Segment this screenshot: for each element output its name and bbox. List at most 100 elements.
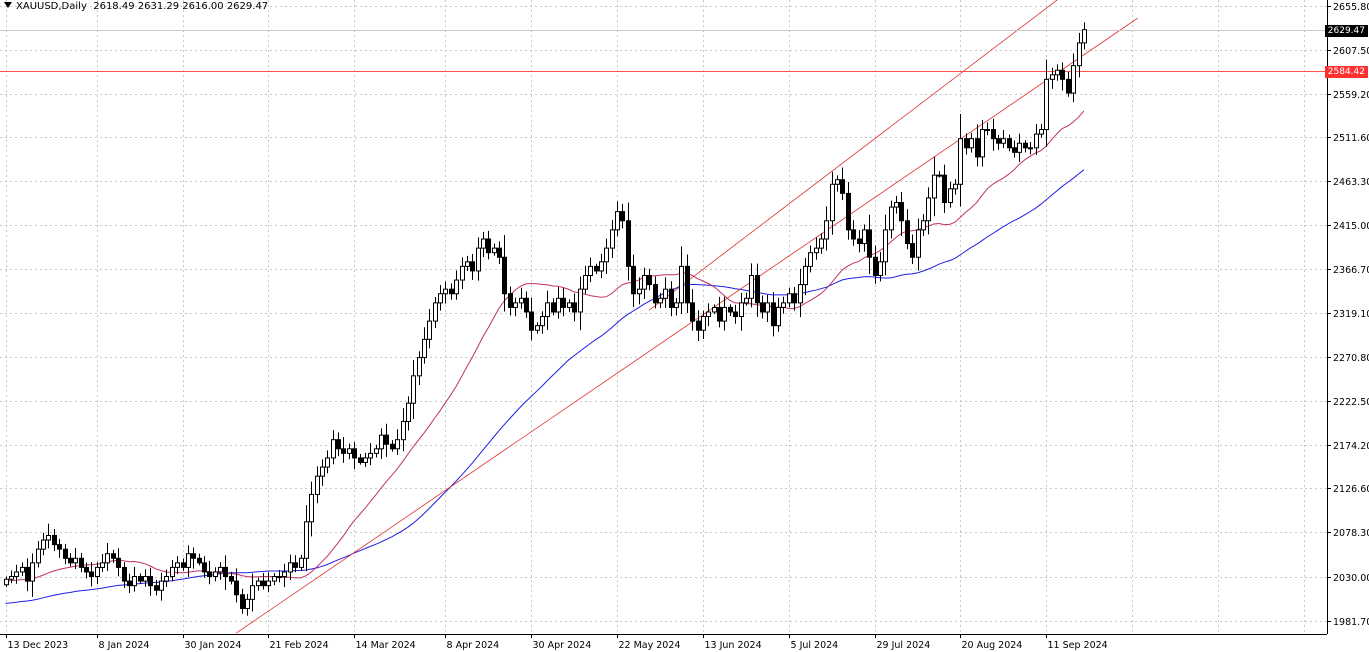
candle — [406, 396, 411, 431]
candle-body — [100, 562, 105, 568]
candle-body — [910, 243, 915, 258]
candle-body — [315, 475, 320, 495]
candle — [175, 556, 180, 575]
x-tick-label: 14 Mar 2024 — [356, 640, 416, 651]
candle — [497, 241, 502, 265]
candle — [293, 555, 298, 573]
candle-body — [218, 566, 223, 573]
candle-body — [379, 434, 384, 450]
candle — [218, 562, 223, 580]
candle — [427, 309, 432, 349]
candle — [111, 549, 116, 563]
candle-body — [395, 439, 400, 450]
y-tick-label: 2078.30 — [1333, 528, 1369, 539]
candle-body — [411, 375, 416, 404]
candle — [669, 281, 674, 317]
candle-body — [299, 557, 304, 568]
candle-body — [749, 274, 754, 299]
candle-body — [486, 238, 491, 254]
candle — [181, 558, 186, 571]
candle — [282, 563, 287, 588]
candle-body — [245, 598, 250, 609]
candle — [631, 254, 636, 308]
candle — [52, 528, 57, 552]
candle — [9, 570, 14, 584]
candle-body — [958, 138, 963, 185]
y-tick-label: 2174.20 — [1333, 441, 1369, 452]
candle-body — [781, 302, 786, 308]
candle-body — [481, 238, 486, 249]
candle — [164, 569, 169, 587]
candle — [4, 576, 9, 588]
candle — [749, 263, 754, 308]
candle-body — [1023, 142, 1028, 149]
candle — [368, 443, 373, 466]
candle — [776, 297, 781, 332]
candle-body — [846, 192, 851, 231]
candle-body — [181, 562, 186, 568]
x-tick-label: 11 Sep 2024 — [1048, 640, 1108, 651]
candle-body — [755, 274, 760, 304]
candle-body — [948, 188, 953, 204]
candle — [1071, 53, 1076, 103]
candle-body — [89, 571, 94, 578]
candle — [706, 303, 711, 327]
candle — [642, 267, 647, 299]
candle — [384, 423, 389, 457]
candle-body — [502, 256, 507, 295]
candle — [229, 571, 234, 585]
candle-body — [1050, 74, 1055, 80]
candle — [46, 523, 51, 549]
candle — [937, 171, 942, 178]
candle-body — [883, 229, 888, 263]
candle-body — [73, 557, 78, 564]
candle — [395, 429, 400, 456]
candle-body — [1071, 65, 1076, 94]
candle — [771, 292, 776, 337]
candle — [637, 277, 642, 305]
candle — [325, 450, 330, 474]
candle — [942, 164, 947, 214]
candle-body — [52, 534, 57, 546]
candle-body — [154, 585, 159, 591]
x-tick-label: 30 Jan 2024 — [185, 640, 242, 651]
candle-body — [529, 311, 534, 331]
candle-body — [717, 306, 722, 322]
candle-body — [422, 338, 427, 359]
time-axis-labels: 13 Dec 2023 8 Jan 2024 30 Jan 2024 21 Feb 2… — [6, 634, 1108, 651]
channel-upper-line — [649, 0, 1058, 311]
y-tick-label: 2463.30 — [1333, 177, 1369, 188]
candle — [985, 122, 990, 136]
candle — [578, 276, 583, 331]
candle — [803, 257, 808, 296]
candle-body — [197, 557, 202, 564]
candle — [953, 179, 958, 195]
candle-body — [470, 261, 475, 272]
candle-body — [1060, 69, 1065, 80]
candle — [465, 255, 470, 271]
candle — [148, 567, 153, 596]
candle — [830, 171, 835, 235]
candle — [250, 573, 255, 612]
candle-body — [63, 548, 68, 559]
x-tick-label: 21 Feb 2024 — [270, 640, 329, 651]
candle — [422, 327, 427, 364]
candle — [207, 560, 212, 585]
candle-body — [374, 448, 379, 454]
candle-body — [867, 229, 872, 258]
candle — [980, 119, 985, 167]
y-tick-label: 2655.80 — [1333, 2, 1369, 13]
candle — [1017, 133, 1022, 162]
dropdown-triangle-icon[interactable] — [4, 2, 12, 8]
candle-body — [111, 553, 116, 559]
grid — [0, 0, 1327, 634]
candle-body — [138, 576, 143, 582]
candle-body — [1012, 147, 1017, 153]
candle — [30, 553, 35, 597]
candle — [744, 292, 749, 306]
candle — [926, 187, 931, 235]
candle — [143, 569, 148, 587]
candle — [604, 238, 609, 274]
candle — [862, 224, 867, 252]
